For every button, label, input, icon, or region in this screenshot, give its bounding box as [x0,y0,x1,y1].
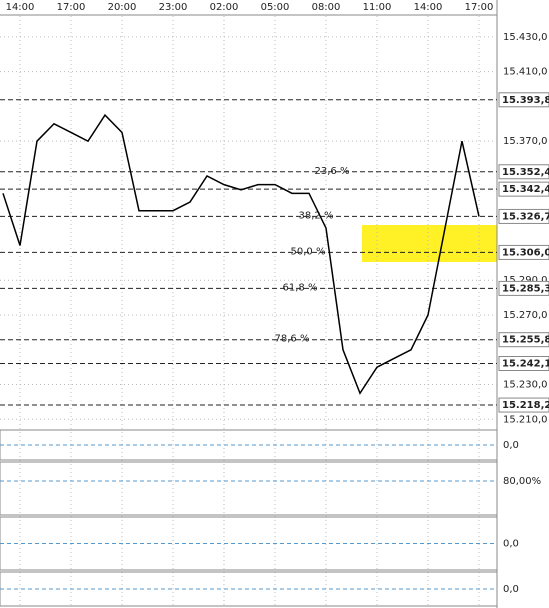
price-tag-label: 15.285,3 [502,283,549,294]
fib-label: 78,6 % [275,334,310,345]
y-tick-label: 15.410,0 [503,67,548,78]
price-tag [498,208,549,224]
x-tick-label: 08:00 [312,2,341,13]
price-tag-label: 15.393,8 [502,95,549,106]
x-tick-label: 11:00 [363,2,392,13]
price-tag [498,92,549,108]
indicator-panel [0,516,498,571]
indicator-level-label: 0,0 [503,539,519,550]
x-tick-label: 17:00 [465,2,494,13]
indicator-panel [0,429,498,461]
fib-label: 61,8 % [283,282,318,293]
price-tag-label: 15.242,1 [502,359,549,370]
x-tick-label: 05:00 [261,2,290,13]
price-tag [498,280,549,296]
price-tag-label: 15.342,4 [502,184,549,195]
x-tick-label: 17:00 [57,2,86,13]
y-tick-label: 15.210,0 [503,414,548,425]
price-tag [498,164,549,180]
indicator-panel [0,571,498,607]
price-line [2,113,480,395]
y-tick-label: 15.430,0 [503,32,548,43]
price-tag [498,244,549,260]
price-tag [498,356,549,372]
price-tag [498,332,549,348]
x-tick-label: 14:00 [414,2,443,13]
price-tag [498,397,549,413]
indicator-level-label: 80,00% [503,476,541,487]
y-tick-label: 15.270,0 [503,310,548,321]
x-tick-label: 20:00 [108,2,137,13]
fib-label: 38,2 % [299,210,334,221]
x-tick-label: 23:00 [159,2,188,13]
x-tick-label: 02:00 [210,2,239,13]
price-tag-label: 15.352,4 [502,167,549,178]
price-tag-label: 15.326,7 [502,211,549,222]
y-tick-label: 15.230,0 [503,380,548,391]
x-tick-label: 14:00 [6,2,35,13]
y-tick-label: 15.290,0 [503,275,548,286]
price-tag-label: 15.218,2 [502,400,549,411]
indicator-level-label: 0,0 [503,584,519,595]
fib-label: 23,6 % [315,166,350,177]
price-tag-label: 15.306,0 [502,247,549,258]
indicator-level-label: 0,0 [503,440,519,451]
highlight-zone [362,225,497,262]
indicator-panel [0,461,498,516]
price-tag-label: 15.255,8 [502,335,549,346]
fib-label: 50,0 % [291,246,326,257]
price-tag [498,181,549,197]
y-tick-label: 15.370,0 [503,136,548,147]
